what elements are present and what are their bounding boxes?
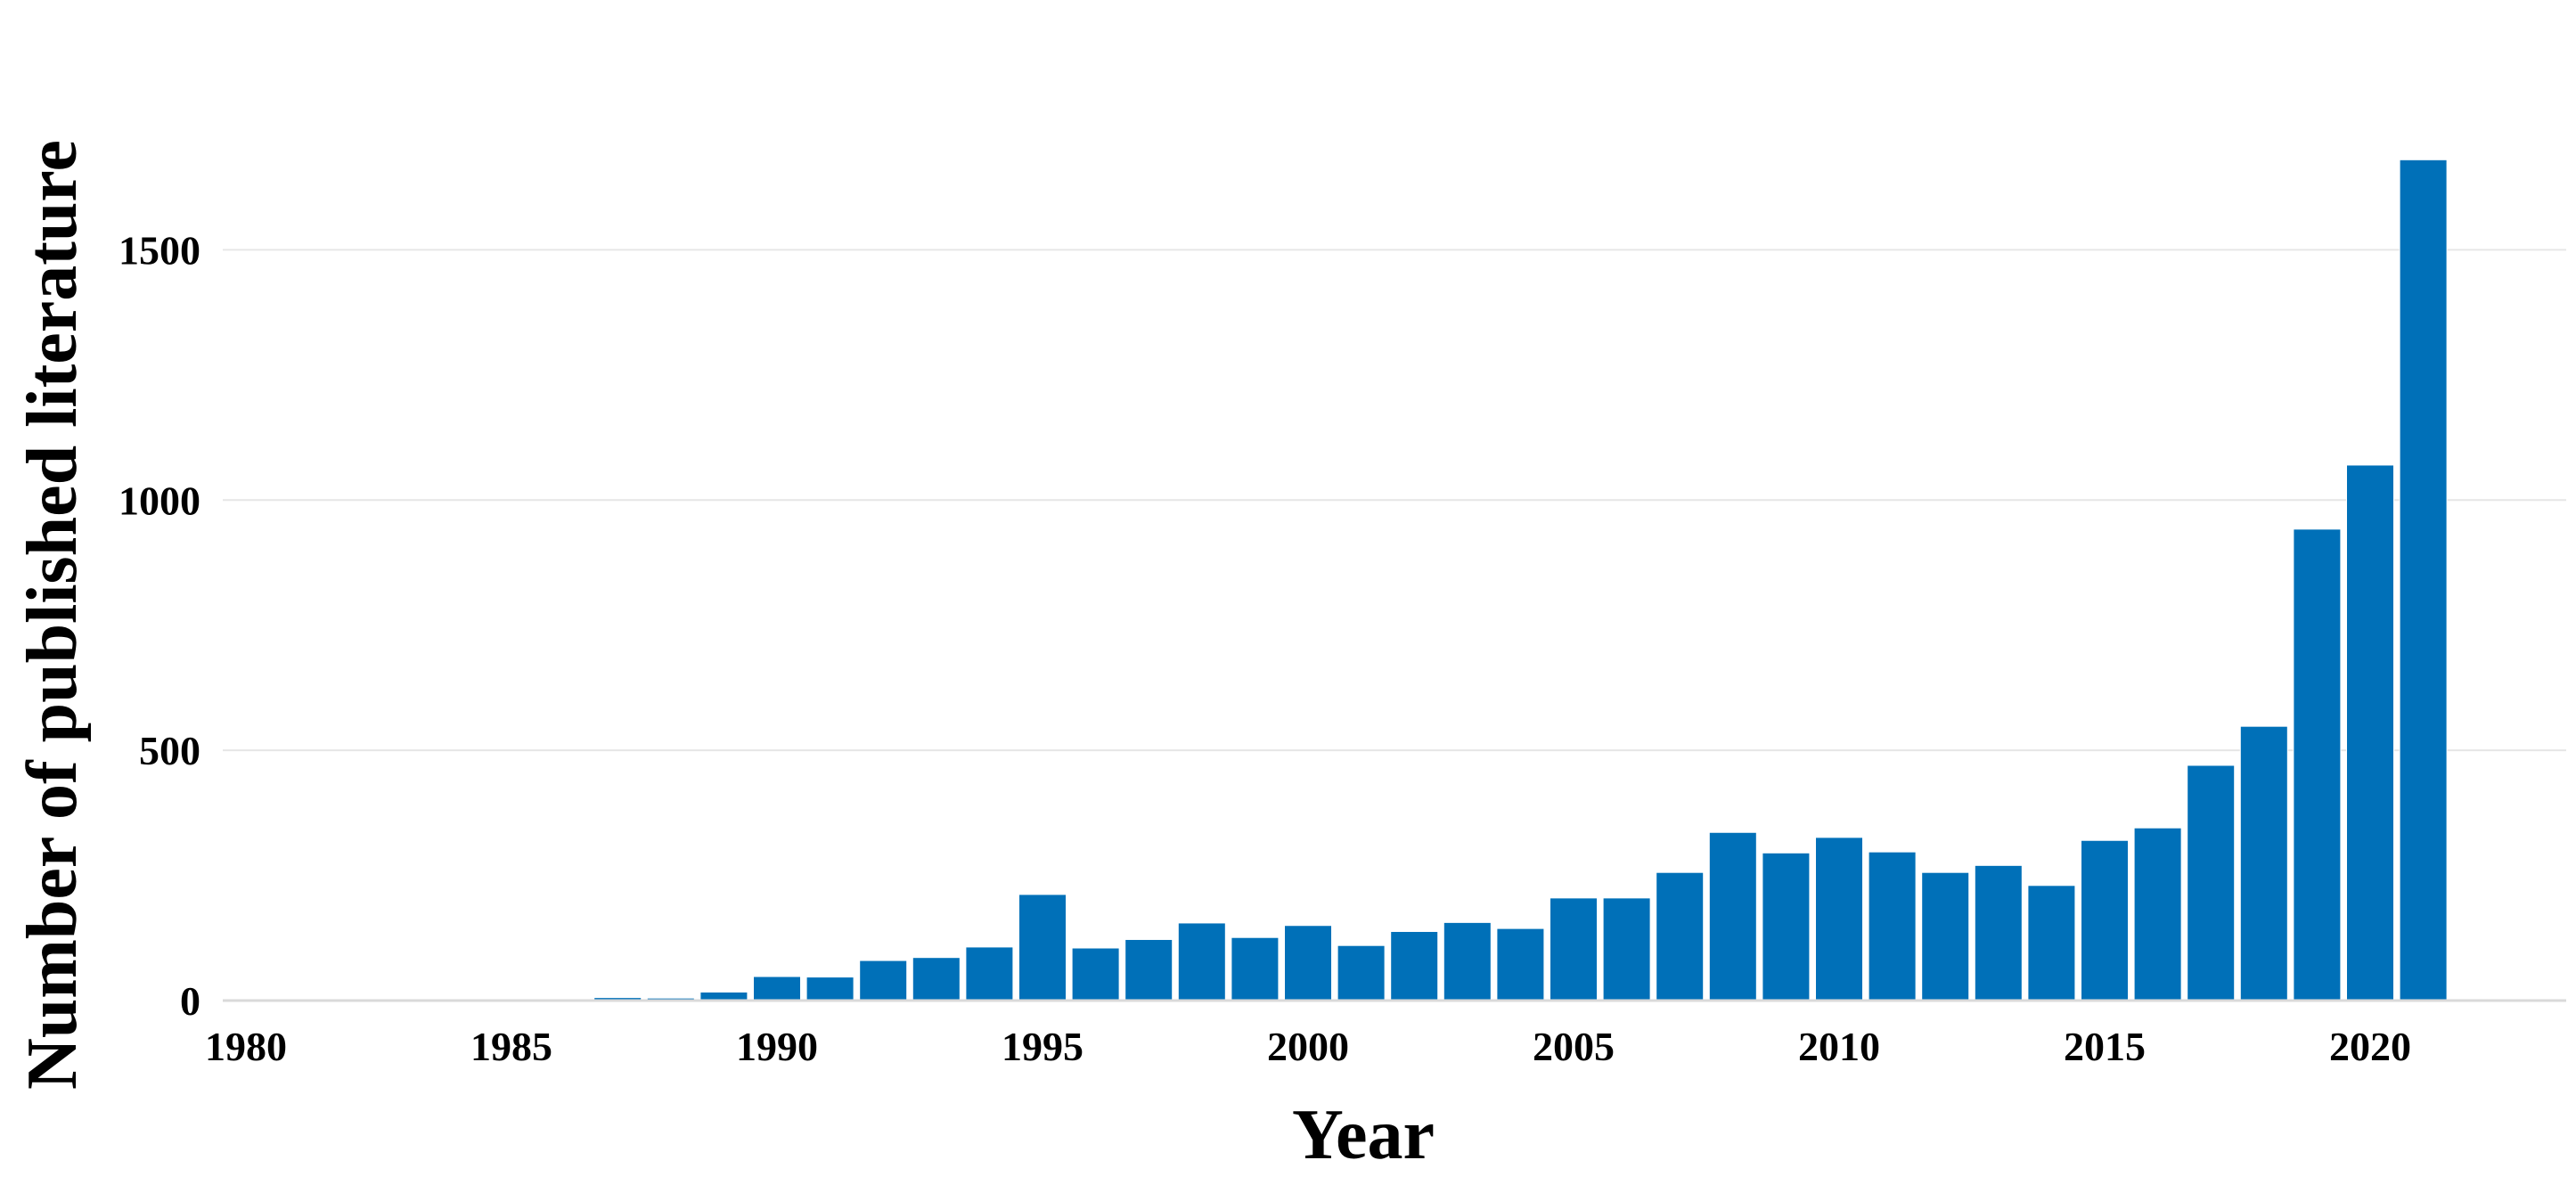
x-tick-label: 2000 bbox=[1267, 1024, 1349, 1069]
bar-2001 bbox=[1337, 944, 1386, 1001]
y-tick-label: 500 bbox=[139, 728, 200, 773]
x-tick-label: 1995 bbox=[1002, 1024, 1084, 1069]
x-tick-label: 1985 bbox=[470, 1024, 552, 1069]
bar-2000 bbox=[1284, 925, 1332, 1001]
bar-2016 bbox=[2133, 827, 2182, 1001]
bar-2012 bbox=[1921, 871, 1970, 1001]
y-tick-labels: 0 500 1000 1500 bbox=[119, 227, 200, 1024]
x-axis-title: Year bbox=[1292, 1096, 1435, 1174]
bar-2015 bbox=[2081, 839, 2129, 1001]
bar-2010 bbox=[1815, 837, 1863, 1001]
bar-2005 bbox=[1550, 897, 1598, 1001]
x-tick-label: 2005 bbox=[1533, 1024, 1615, 1069]
bar-1991 bbox=[806, 976, 855, 1001]
bar-2013 bbox=[1974, 864, 2023, 1001]
x-tick-labels: 1980 1985 1990 1995 2000 2005 2010 2015 2020 bbox=[205, 1024, 2411, 1069]
bar-2011 bbox=[1868, 851, 1917, 1001]
x-tick-label: 1980 bbox=[205, 1024, 287, 1069]
x-tick-label: 2010 bbox=[1798, 1024, 1880, 1069]
bar-2017 bbox=[2187, 764, 2236, 1001]
bar-2008 bbox=[1708, 831, 1757, 1001]
bar-1995 bbox=[1018, 894, 1067, 1001]
bars bbox=[222, 159, 2448, 1001]
bar-2009 bbox=[1762, 852, 1811, 1001]
bar-1993 bbox=[912, 957, 961, 1001]
x-tick-label: 2015 bbox=[2064, 1024, 2146, 1069]
bar-1996 bbox=[1071, 947, 1120, 1001]
bar-2006 bbox=[1602, 897, 1651, 1001]
bar-2019 bbox=[2293, 528, 2342, 1001]
bar-2020 bbox=[2346, 464, 2394, 1001]
bar-2003 bbox=[1443, 921, 1492, 1001]
x-tick-label: 1990 bbox=[736, 1024, 818, 1069]
y-tick-label: 0 bbox=[180, 978, 200, 1024]
bar-1992 bbox=[859, 960, 908, 1001]
x-tick-label: 2020 bbox=[2329, 1024, 2411, 1069]
y-tick-label: 1000 bbox=[119, 478, 200, 523]
bar-1997 bbox=[1124, 938, 1174, 1001]
bar-1998 bbox=[1177, 922, 1226, 1001]
bar-1990 bbox=[753, 976, 801, 1001]
bar-1999 bbox=[1231, 936, 1280, 1001]
y-tick-label: 1500 bbox=[119, 227, 200, 273]
bar-1994 bbox=[965, 946, 1014, 1001]
gridlines bbox=[223, 249, 2566, 752]
bar-2014 bbox=[2027, 885, 2076, 1001]
bar-2018 bbox=[2239, 725, 2288, 1001]
y-axis-title: Number of published literature bbox=[13, 140, 92, 1090]
bar-2007 bbox=[1656, 871, 1705, 1001]
bar-2004 bbox=[1496, 927, 1545, 1001]
bar-2002 bbox=[1390, 930, 1439, 1001]
bar-2021 bbox=[2399, 159, 2448, 1001]
